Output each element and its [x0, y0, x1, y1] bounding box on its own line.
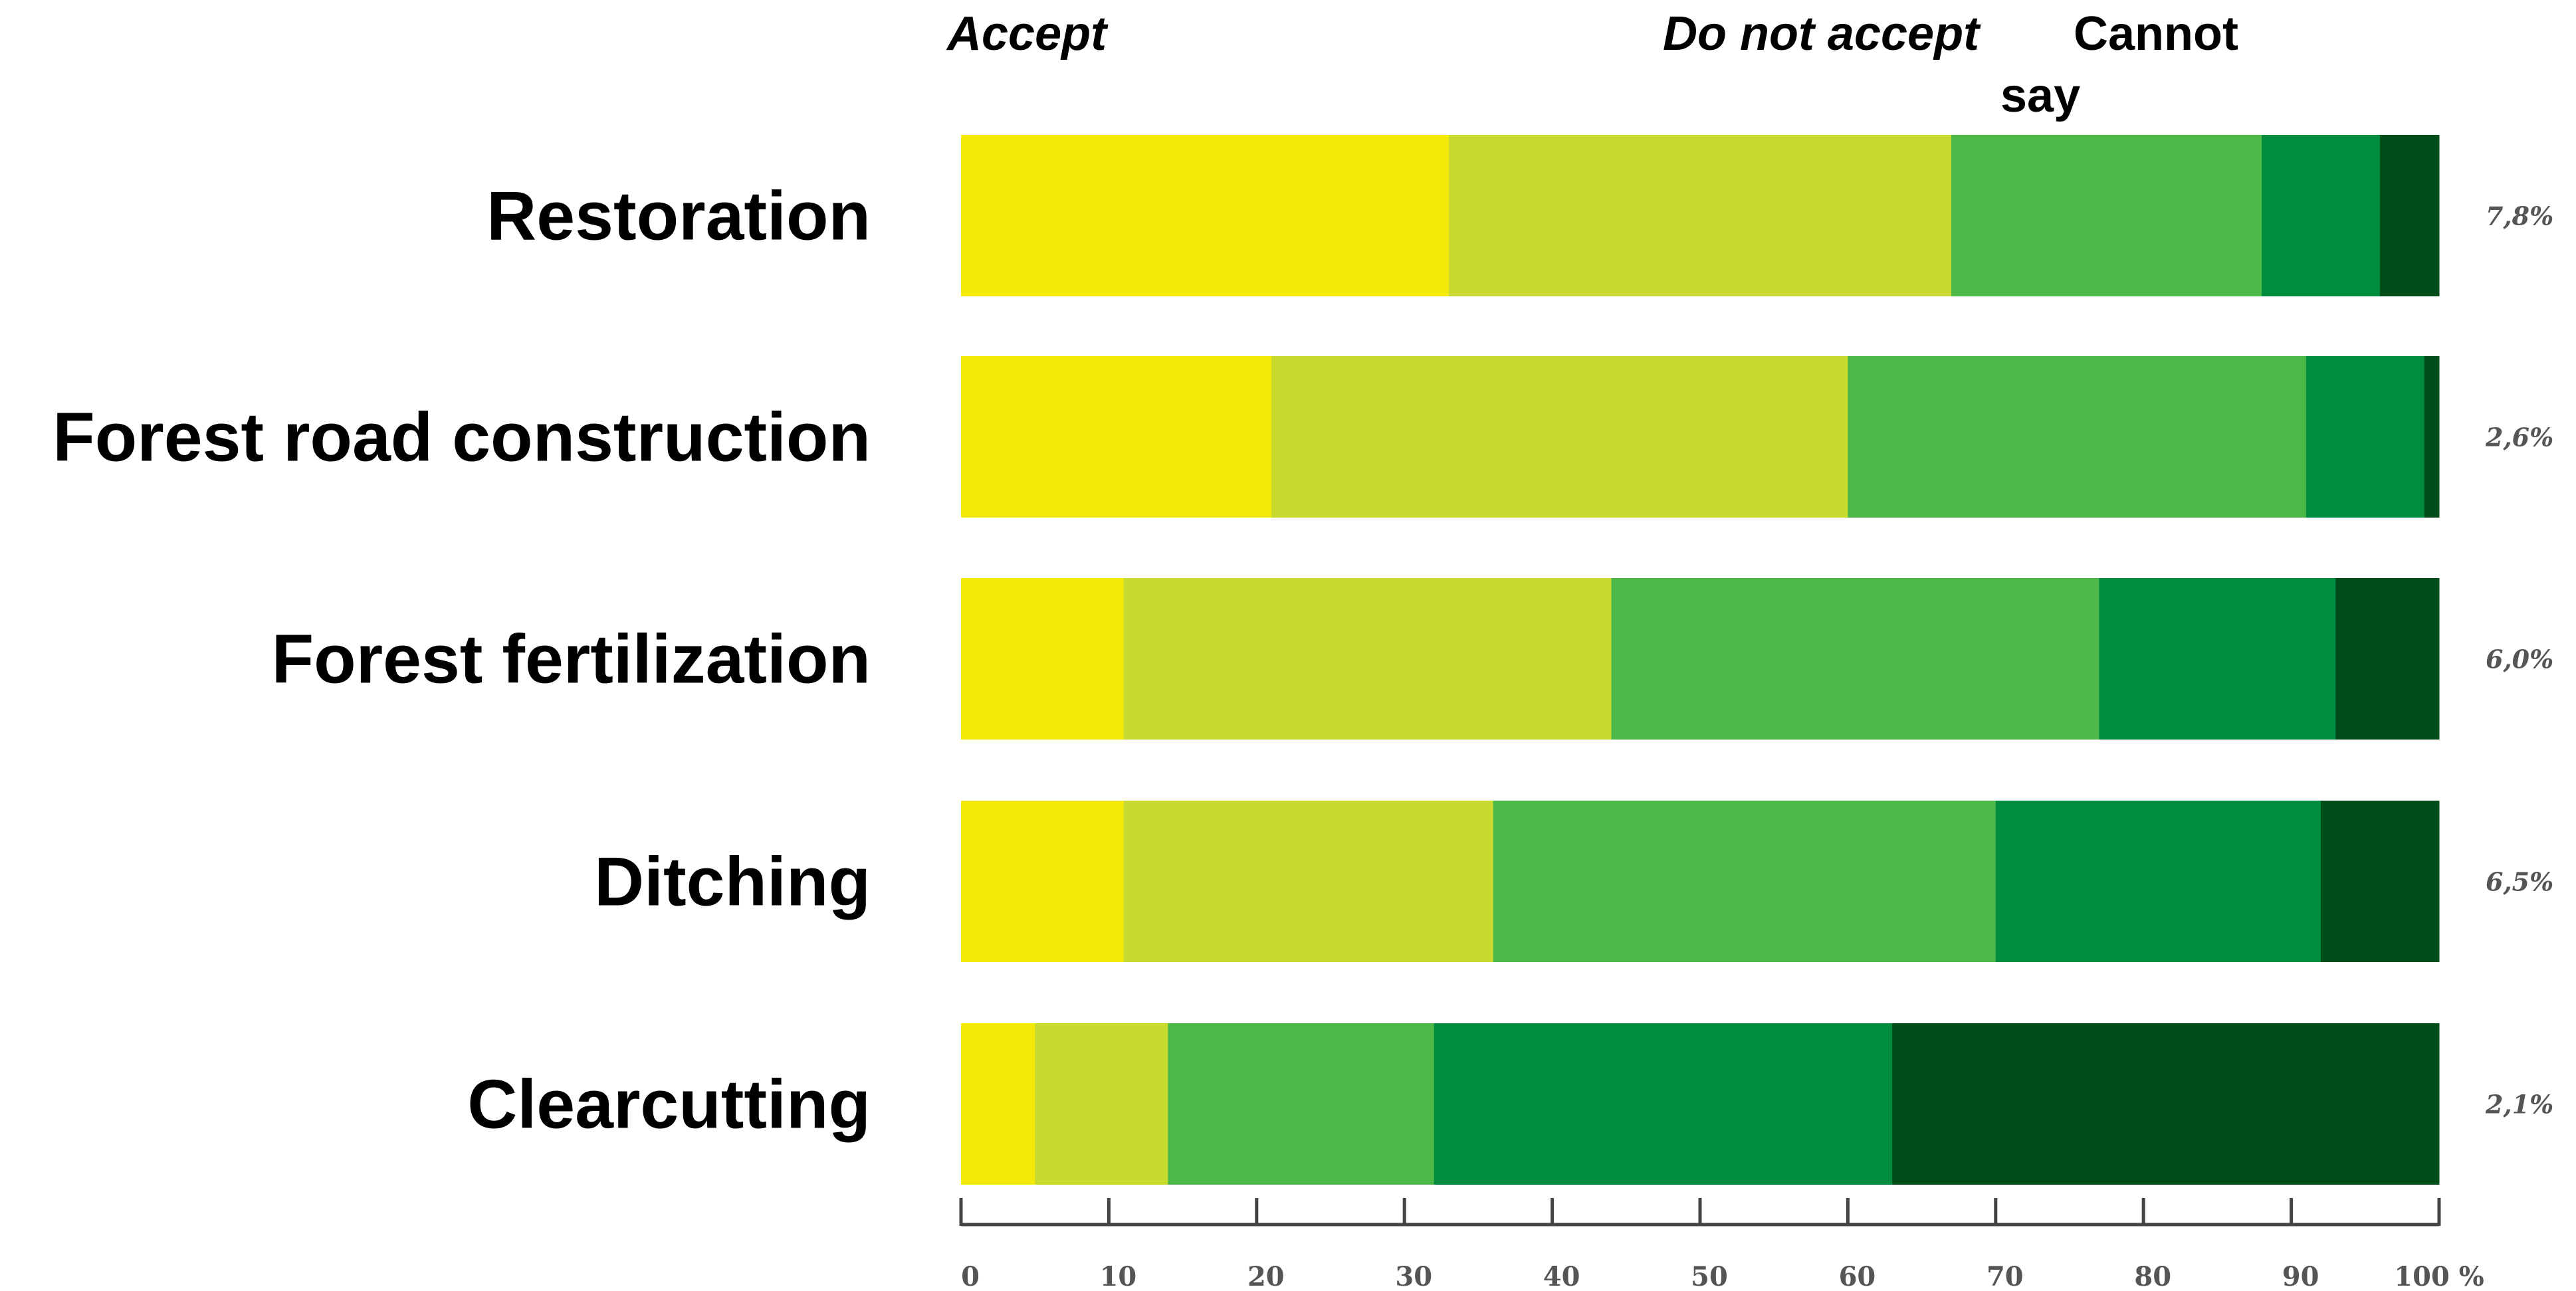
- bar-segment-ditching-2: [1123, 801, 1494, 962]
- x-axis: 0 10 20 30 40 50 60 70 80 90 100 %: [959, 1198, 2484, 1291]
- bar-segment-forest-fertilization-5: [2335, 578, 2440, 740]
- right-label-forest-fertilization: 6,0%: [2486, 645, 2553, 674]
- bar-segment-ditching-5: [2321, 801, 2440, 962]
- x-tick-label-100: 100 %: [2394, 1261, 2484, 1291]
- bar-segment-clearcutting-2: [1035, 1023, 1168, 1185]
- bar-segment-forest-fertilization-2: [1123, 578, 1612, 740]
- x-tick-label-90: 90: [2282, 1261, 2319, 1291]
- bar-segment-forest-fertilization-3: [1611, 578, 2099, 740]
- x-tick-label-40: 40: [1543, 1261, 1580, 1291]
- bar-segment-restoration-3: [1951, 135, 2262, 296]
- x-tick-label-30: 30: [1395, 1261, 1432, 1291]
- bar-segment-forest-road-construction-3: [1848, 356, 2307, 518]
- category-labels: Restoration Forest road construction Fores…: [53, 178, 871, 1143]
- bar-segment-restoration-4: [2262, 135, 2381, 296]
- category-label-restoration: Restoration: [486, 178, 871, 255]
- bar-segment-restoration-2: [1448, 135, 1952, 296]
- column-headers: Accept Do not accept Cannot say: [946, 7, 2252, 122]
- category-label-clearcutting: Clearcutting: [467, 1066, 871, 1143]
- x-tick-label-0: 0: [961, 1261, 980, 1291]
- bar-segment-forest-road-construction-1: [961, 356, 1272, 518]
- bar-segment-forest-road-construction-5: [2424, 356, 2440, 518]
- bar-segment-restoration-1: [961, 135, 1449, 296]
- bar-segment-clearcutting-3: [1168, 1023, 1435, 1185]
- right-labels: 7,8% 2,6% 6,0% 6,5% 2,1%: [2485, 201, 2553, 1120]
- bar-segment-ditching-1: [961, 801, 1125, 962]
- bar-segment-forest-road-construction-4: [2306, 356, 2425, 518]
- bar-segment-ditching-4: [1995, 801, 2321, 962]
- bar-segment-clearcutting-5: [1892, 1023, 2440, 1185]
- header-cannot-say: Cannot say: [2000, 7, 2252, 122]
- right-label-ditching: 6,5%: [2486, 867, 2553, 897]
- header-accept: Accept: [946, 7, 1109, 60]
- x-tick-label-60: 60: [1839, 1261, 1876, 1291]
- header-do-not-accept: Do not accept: [1663, 7, 1981, 60]
- bar-segment-clearcutting-4: [1434, 1023, 1893, 1185]
- bar-segment-forest-road-construction-2: [1271, 356, 1848, 518]
- category-label-forest-fertilization: Forest fertilization: [272, 621, 871, 698]
- bars: [961, 135, 2440, 1185]
- right-label-restoration: 7,8%: [2486, 201, 2553, 231]
- right-label-forest-road-construction: 2,6%: [2485, 423, 2553, 452]
- x-tick-label-20: 20: [1247, 1261, 1285, 1291]
- x-tick-label-70: 70: [1986, 1261, 2024, 1291]
- bar-segment-forest-fertilization-1: [961, 578, 1125, 740]
- category-label-forest-road-construction: Forest road construction: [53, 399, 871, 476]
- bar-segment-restoration-5: [2380, 135, 2440, 296]
- bar-segment-clearcutting-1: [961, 1023, 1035, 1185]
- x-tick-label-80: 80: [2134, 1261, 2171, 1291]
- right-label-clearcutting: 2,1%: [2485, 1090, 2553, 1120]
- bar-segment-ditching-3: [1493, 801, 1996, 962]
- x-tick-label-10: 10: [1100, 1261, 1137, 1291]
- x-tick-label-50: 50: [1691, 1261, 1728, 1291]
- category-label-ditching: Ditching: [594, 844, 871, 921]
- bar-segment-forest-fertilization-4: [2099, 578, 2336, 740]
